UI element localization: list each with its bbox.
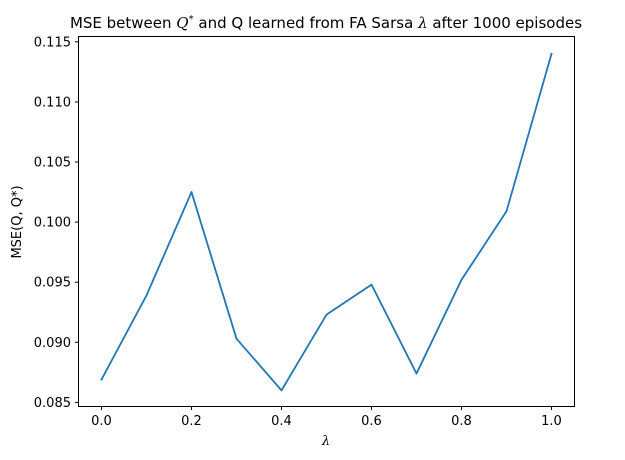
y-tick-label: 0.115 [34, 35, 71, 50]
x-tick-label: 1.0 [541, 414, 562, 429]
data-point [190, 191, 193, 193]
chart-title-suffix: after 1000 episodes [428, 14, 583, 32]
data-point [235, 337, 238, 340]
y-tick-label: 0.105 [34, 156, 71, 171]
chart-title-star: * [189, 14, 194, 25]
chart-title-prefix: MSE between [70, 14, 176, 32]
y-axis-label: MSE(Q, Q*) [10, 185, 25, 258]
series-layer [100, 52, 553, 392]
plot-area-frame [78, 36, 575, 407]
data-point [100, 378, 103, 381]
x-axis-label: λ [321, 434, 330, 449]
y-tick-label: 0.100 [34, 216, 71, 231]
x-axis-ticks: 0.0 0.2 0.4 0.6 0.8 1.0 [91, 406, 562, 429]
y-tick-label: 0.085 [34, 396, 71, 411]
y-tick-label: 0.090 [34, 336, 71, 351]
x-tick-label: 0.6 [361, 414, 382, 429]
data-point [550, 52, 553, 55]
data-point [325, 313, 328, 316]
x-tick-label: 0.2 [181, 414, 202, 429]
data-point [415, 372, 418, 375]
data-point [370, 283, 373, 286]
x-tick-label: 0.0 [91, 414, 112, 429]
x-tick-label: 0.8 [451, 414, 472, 429]
chart-title-q-star: Q [176, 14, 188, 32]
chart-title: MSE between Q* and Q learned from FA Sar… [70, 14, 582, 32]
y-axis-ticks: 0.085 0.090 0.095 0.100 0.105 0.110 0.115 [34, 35, 79, 411]
x-tick-label: 0.4 [271, 414, 292, 429]
y-tick-label: 0.110 [34, 95, 71, 110]
data-point [280, 389, 283, 392]
data-point [505, 210, 508, 213]
y-tick-label: 0.095 [34, 276, 71, 291]
data-point [460, 278, 463, 281]
chart-title-middle: and Q learned from FA Sarsa [194, 14, 418, 32]
data-point [145, 294, 148, 297]
chart-title-lambda: λ [417, 14, 428, 32]
